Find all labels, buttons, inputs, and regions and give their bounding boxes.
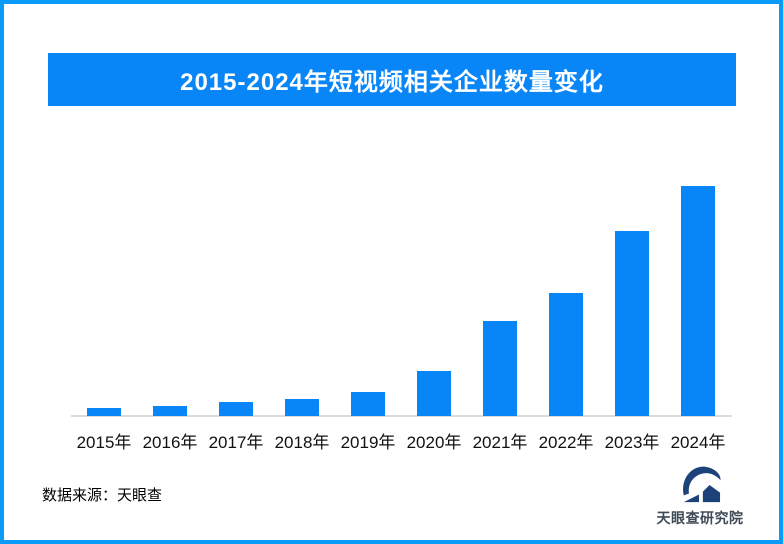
x-tick-label-2018年: 2018年 — [274, 433, 330, 452]
data-source-label: 数据来源：天眼查 — [42, 487, 163, 504]
x-tick-label-2019年: 2019年 — [340, 433, 396, 452]
x-tick-label-2017年: 2017年 — [208, 433, 264, 452]
bar-2024年 — [681, 186, 715, 416]
x-tick-label-2015年: 2015年 — [76, 433, 132, 452]
x-tick-label-2021年: 2021年 — [472, 433, 528, 452]
title-banner: 2015-2024年短视频相关企业数量变化 — [48, 53, 736, 106]
chart-title: 2015-2024年短视频相关企业数量变化 — [180, 69, 604, 96]
bar-2021年 — [483, 321, 517, 416]
x-axis-line — [71, 415, 732, 417]
bar-2020年 — [417, 371, 451, 416]
tianyancha-eye-house-icon — [683, 466, 721, 503]
bar-2018年 — [285, 399, 319, 416]
bar-2017年 — [219, 402, 253, 416]
publisher-logo: 天眼查研究院 — [654, 463, 746, 528]
x-tick-label-2023年: 2023年 — [604, 433, 660, 452]
bar-2023年 — [615, 231, 649, 416]
bar-2019年 — [351, 392, 385, 416]
x-tick-label-2024年: 2024年 — [670, 433, 726, 452]
publisher-logo-text: 天眼查研究院 — [656, 510, 744, 526]
x-tick-label-2016年: 2016年 — [142, 433, 198, 452]
bar-2015年 — [87, 408, 121, 416]
x-tick-label-2022年: 2022年 — [538, 433, 594, 452]
bar-2016年 — [153, 406, 187, 416]
bar-2022年 — [549, 293, 583, 416]
x-tick-label-2020年: 2020年 — [406, 433, 462, 452]
chart-area: 2015年 2016年 2017年 2018年 2019年 2020年 2021年 2022年… — [4, 4, 779, 540]
